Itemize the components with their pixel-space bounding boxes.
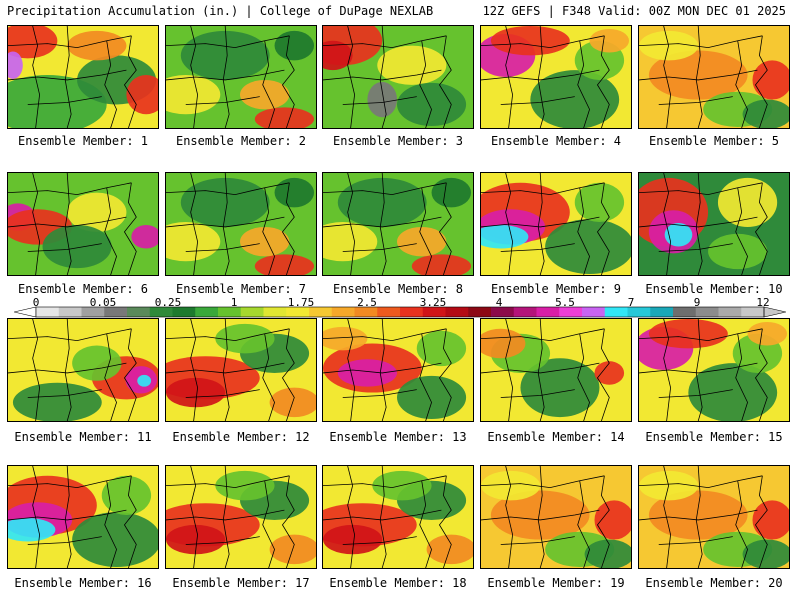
precip-map-panel <box>165 25 317 129</box>
precip-map-panel <box>322 465 474 569</box>
colorbar-swatch <box>400 307 424 317</box>
ensemble-member-label: Ensemble Member: 13 <box>329 430 467 444</box>
colorbar <box>14 306 786 318</box>
ensemble-member-label: Ensemble Member: 17 <box>172 576 310 590</box>
colorbar-swatch <box>536 307 560 317</box>
ensemble-member-label: Ensemble Member: 19 <box>487 576 625 590</box>
colorbar-tick-label: 5.5 <box>555 296 575 309</box>
precip-map-panel <box>480 318 632 422</box>
ensemble-member-label: Ensemble Member: 12 <box>172 430 310 444</box>
ensemble-member-label: Ensemble Member: 6 <box>17 282 149 296</box>
ensemble-member-label: Ensemble Member: 1 <box>17 134 149 148</box>
ensemble-member-label: Ensemble Member: 15 <box>645 430 783 444</box>
precip-map-panel <box>322 172 474 276</box>
ensemble-member-label: Ensemble Member: 10 <box>645 282 783 296</box>
colorbar-swatch <box>741 307 765 317</box>
ensemble-member-label: Ensemble Member: 14 <box>487 430 625 444</box>
precip-map-panel <box>165 465 317 569</box>
ensemble-member-label: Ensemble Member: 7 <box>175 282 307 296</box>
ensemble-member-label: Ensemble Member: 11 <box>14 430 152 444</box>
colorbar-swatch <box>195 307 219 317</box>
colorbar-swatch <box>559 307 583 317</box>
colorbar-tick-label: 3.25 <box>419 296 447 309</box>
colorbar-swatch <box>104 307 128 317</box>
colorbar-swatch <box>513 307 537 317</box>
colorbar-swatch <box>582 307 606 317</box>
colorbar-swatch <box>331 307 355 317</box>
ensemble-member-label: Ensemble Member: 4 <box>490 134 622 148</box>
colorbar-tick-label: 0.25 <box>154 296 182 309</box>
colorbar-tick-label: 12 <box>756 296 770 309</box>
colorbar-swatch <box>468 307 492 317</box>
ensemble-member-label: Ensemble Member: 8 <box>332 282 464 296</box>
colorbar-swatch <box>149 307 173 317</box>
colorbar-tick-label: 1.75 <box>287 296 315 309</box>
colorbar-swatch <box>673 307 697 317</box>
colorbar-tick-label: 0 <box>32 296 40 309</box>
colorbar-swatch <box>445 307 469 317</box>
precip-map-panel <box>165 318 317 422</box>
colorbar-swatch <box>377 307 401 317</box>
colorbar-tick-label: 0.05 <box>89 296 117 309</box>
colorbar-swatch <box>422 307 446 317</box>
colorbar-tick-label: 7 <box>627 296 635 309</box>
precip-map-panel <box>480 172 632 276</box>
colorbar-swatch <box>36 307 60 317</box>
precip-map-panel <box>638 465 790 569</box>
colorbar-tick-label: 9 <box>693 296 701 309</box>
precip-map-panel <box>7 318 159 422</box>
ensemble-member-label: Ensemble Member: 3 <box>332 134 464 148</box>
colorbar-swatch <box>627 307 651 317</box>
ensemble-member-label: Ensemble Member: 5 <box>648 134 780 148</box>
colorbar-tick-label: 2.5 <box>357 296 377 309</box>
precip-map-panel <box>480 465 632 569</box>
colorbar-swatch <box>650 307 674 317</box>
model-run-info: 12Z GEFS | F348 Valid: 00Z MON DEC 01 20… <box>482 4 786 18</box>
precip-map-panel <box>480 25 632 129</box>
colorbar-swatch <box>718 307 742 317</box>
colorbar-swatch <box>81 307 105 317</box>
ensemble-member-label: Ensemble Member: 9 <box>490 282 622 296</box>
precip-map-panel <box>638 172 790 276</box>
ensemble-member-label: Ensemble Member: 16 <box>14 576 152 590</box>
precip-map-panel <box>322 25 474 129</box>
colorbar-swatch <box>127 307 151 317</box>
precip-map-panel <box>638 25 790 129</box>
precip-map-panel <box>322 318 474 422</box>
colorbar-tick-label: 1 <box>230 296 238 309</box>
colorbar-swatch <box>491 307 515 317</box>
colorbar-swatch <box>58 307 82 317</box>
colorbar-swatch <box>354 307 378 317</box>
map-title: Precipitation Accumulation (in.) | Colle… <box>7 4 434 18</box>
colorbar-swatch <box>240 307 264 317</box>
colorbar-swatch <box>218 307 242 317</box>
colorbar-swatch <box>695 307 719 317</box>
colorbar-swatch <box>263 307 287 317</box>
precip-map-panel <box>638 318 790 422</box>
precip-map-panel <box>7 465 159 569</box>
precip-map-panel <box>7 172 159 276</box>
ensemble-member-label: Ensemble Member: 20 <box>645 576 783 590</box>
colorbar-swatch <box>286 307 310 317</box>
colorbar-swatch <box>172 307 196 317</box>
colorbar-swatch <box>604 307 628 317</box>
colorbar-labels: 0 0.05 0.25 1 1.75 2.5 3.25 4 5.5 7 9 12 <box>0 296 800 309</box>
precip-map-panel <box>165 172 317 276</box>
ensemble-member-label: Ensemble Member: 2 <box>175 134 307 148</box>
colorbar-swatch <box>309 307 333 317</box>
ensemble-member-label: Ensemble Member: 18 <box>329 576 467 590</box>
precip-map-panel <box>7 25 159 129</box>
colorbar-tick-label: 4 <box>495 296 503 309</box>
